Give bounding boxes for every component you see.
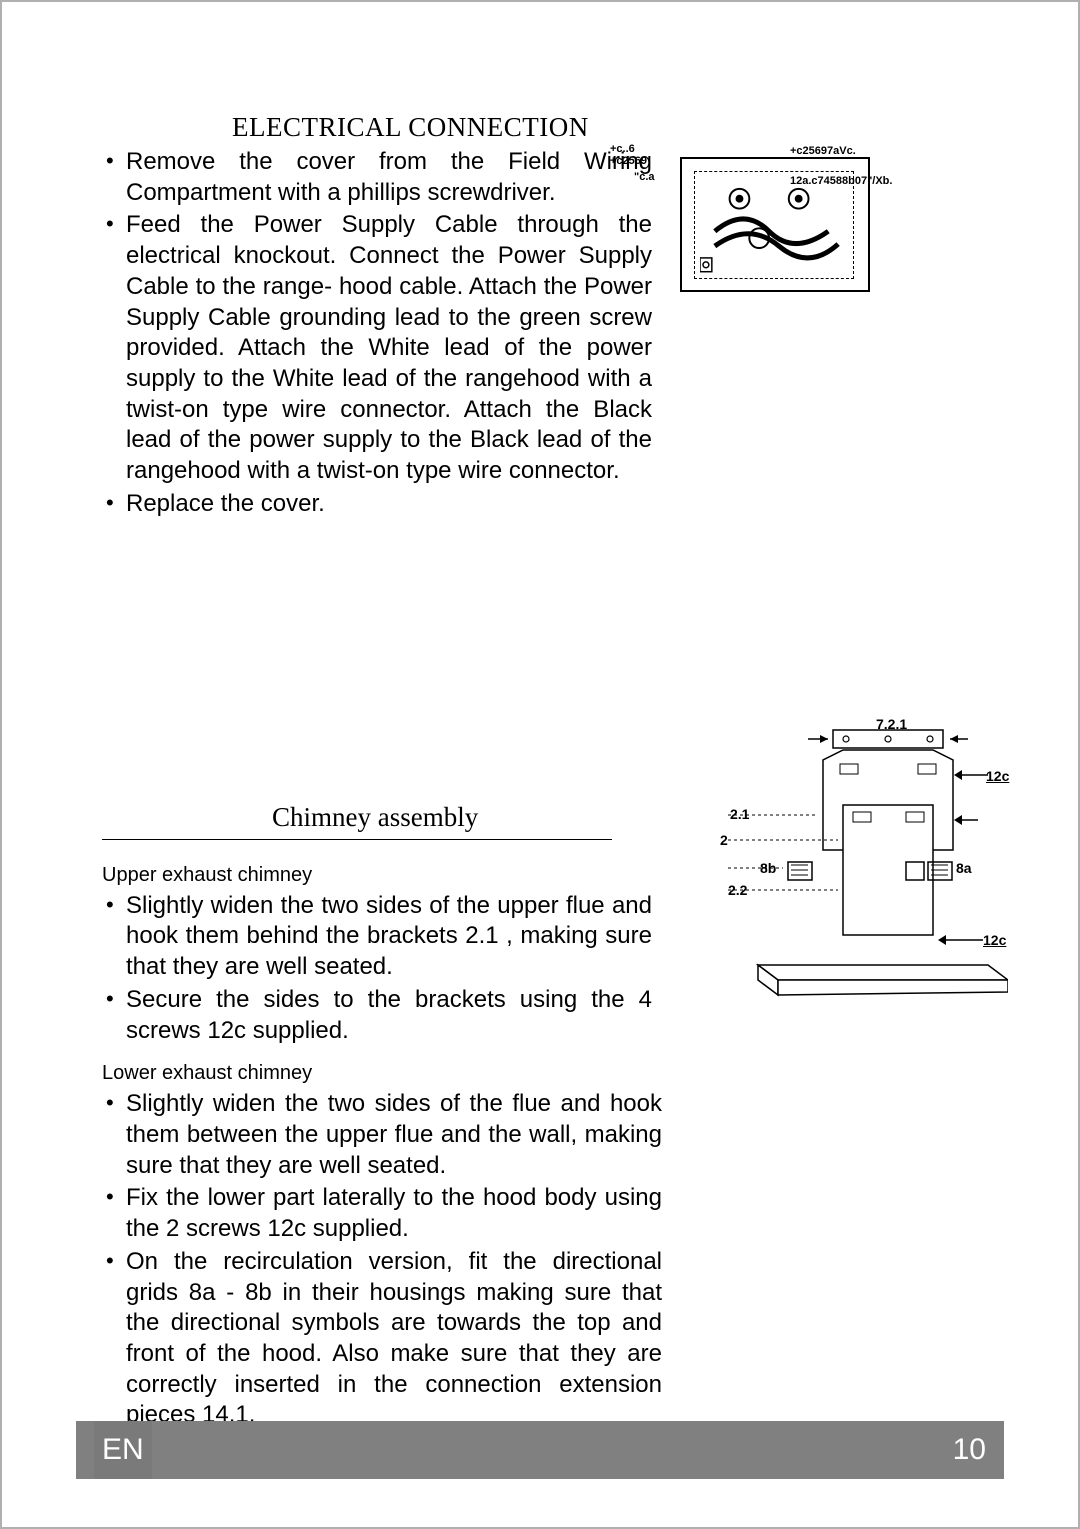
electrical-bullets: Remove the cover from the Field Wiring C… xyxy=(102,147,652,520)
bullet-item: Secure the sides to the brackets using t… xyxy=(102,985,652,1046)
fig-label: 7.2.1 xyxy=(876,716,907,732)
bullet-item: Feed the Power Supply Cable through the … xyxy=(102,210,652,486)
electrical-content: Remove the cover from the Field Wiring C… xyxy=(102,147,988,522)
bullet-item: On the recirculation version, fit the di… xyxy=(102,1247,662,1431)
wiring-svg xyxy=(700,177,848,276)
fig-label: 8b xyxy=(760,860,776,876)
divider-line xyxy=(102,839,612,840)
wiring-box-inner xyxy=(694,171,854,279)
bullet-item: Remove the cover from the Field Wiring C… xyxy=(102,147,652,208)
lower-chimney-bullets: Slightly widen the two sides of the flue… xyxy=(102,1089,662,1431)
lower-chimney-block: Slightly widen the two sides of the flue… xyxy=(102,1089,988,1433)
bullet-item: Fix the lower part laterally to the hood… xyxy=(102,1183,662,1244)
fig-label: 2.2 xyxy=(728,882,747,898)
bullet-item: Slightly widen the two sides of the flue… xyxy=(102,1089,662,1181)
fig-label: 8a xyxy=(956,860,972,876)
lower-chimney-text: Slightly widen the two sides of the flue… xyxy=(102,1089,662,1433)
subhead-lower-chimney: Lower exhaust chimney xyxy=(102,1062,988,1085)
fig-label: 12c xyxy=(983,932,1006,948)
bullet-item: Replace the cover. xyxy=(102,489,652,520)
upper-chimney-text: Slightly widen the two sides of the uppe… xyxy=(102,891,652,1049)
electrical-text-col: Remove the cover from the Field Wiring C… xyxy=(102,147,652,522)
footer-page-number: 10 xyxy=(953,1433,986,1467)
wiring-box-outer xyxy=(680,157,870,292)
fig-label: +c..6 xyxy=(610,143,635,155)
fig-label: 12c xyxy=(986,768,1009,784)
fig-label: 2.1 xyxy=(730,806,749,822)
section-title-electrical: ELECTRICAL CONNECTION xyxy=(232,112,988,143)
fig-label: 2 xyxy=(720,832,728,848)
fig-label: +c25697aVc. xyxy=(790,145,856,157)
footer-lang: EN xyxy=(94,1421,152,1479)
bullet-item: Slightly widen the two sides of the uppe… xyxy=(102,891,652,983)
page: ELECTRICAL CONNECTION Remove the cover f… xyxy=(0,0,1080,1529)
footer-bar: EN 10 xyxy=(76,1421,1004,1479)
chimney-figure: 7.2.1 12c 2.1 2 8b 8a 2.2 12c xyxy=(728,720,1008,1010)
upper-chimney-bullets: Slightly widen the two sides of the uppe… xyxy=(102,891,652,1047)
footer-lang-text: EN xyxy=(102,1433,144,1467)
fig-label: +c2569 xyxy=(610,155,647,167)
fig-label: "c.a xyxy=(634,171,655,183)
wiring-figure: +c..6 +c2569 "c.a +c25697aVc. 12a.c74588… xyxy=(670,147,890,292)
